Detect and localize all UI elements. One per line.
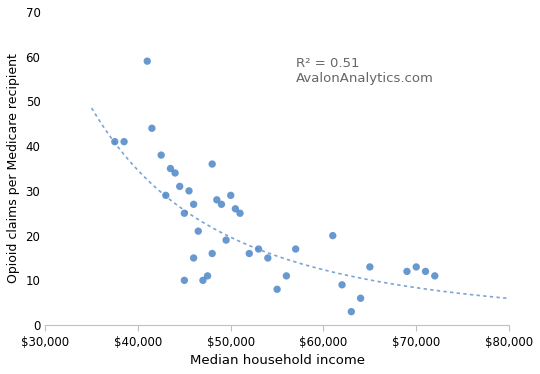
Point [190,201,198,207]
Point [254,246,263,252]
Point [412,264,421,270]
Point [194,228,202,234]
Point [111,139,119,145]
Y-axis label: Opioid claims per Medicare recipient: Opioid claims per Medicare recipient [7,53,20,283]
Point [157,152,165,158]
Point [328,233,337,239]
Point [264,255,272,261]
Text: R² = 0.51
AvalonAnalytics.com: R² = 0.51 AvalonAnalytics.com [296,57,434,85]
Point [190,255,198,261]
Point [403,269,411,275]
Point [213,197,221,203]
Point [176,183,184,189]
Point [217,201,226,207]
Point [356,295,365,301]
Point [226,192,235,198]
Point [180,278,188,283]
Point [161,192,170,198]
Point [222,237,231,243]
Point [147,125,156,131]
Point [292,246,300,252]
Point [166,166,175,172]
Point [208,161,217,167]
Point [185,188,193,194]
Point [180,210,188,216]
Point [120,139,129,145]
Point [273,286,281,292]
Point [282,273,291,279]
Point [208,251,217,257]
Point [203,273,212,279]
Point [366,264,374,270]
Point [347,309,356,315]
Point [421,269,430,275]
Point [235,210,244,216]
Point [199,278,207,283]
Point [430,273,439,279]
Point [338,282,346,288]
Point [231,206,240,212]
Point [171,170,179,176]
Point [245,251,254,257]
Point [143,58,152,64]
X-axis label: Median household income: Median household income [190,354,364,367]
